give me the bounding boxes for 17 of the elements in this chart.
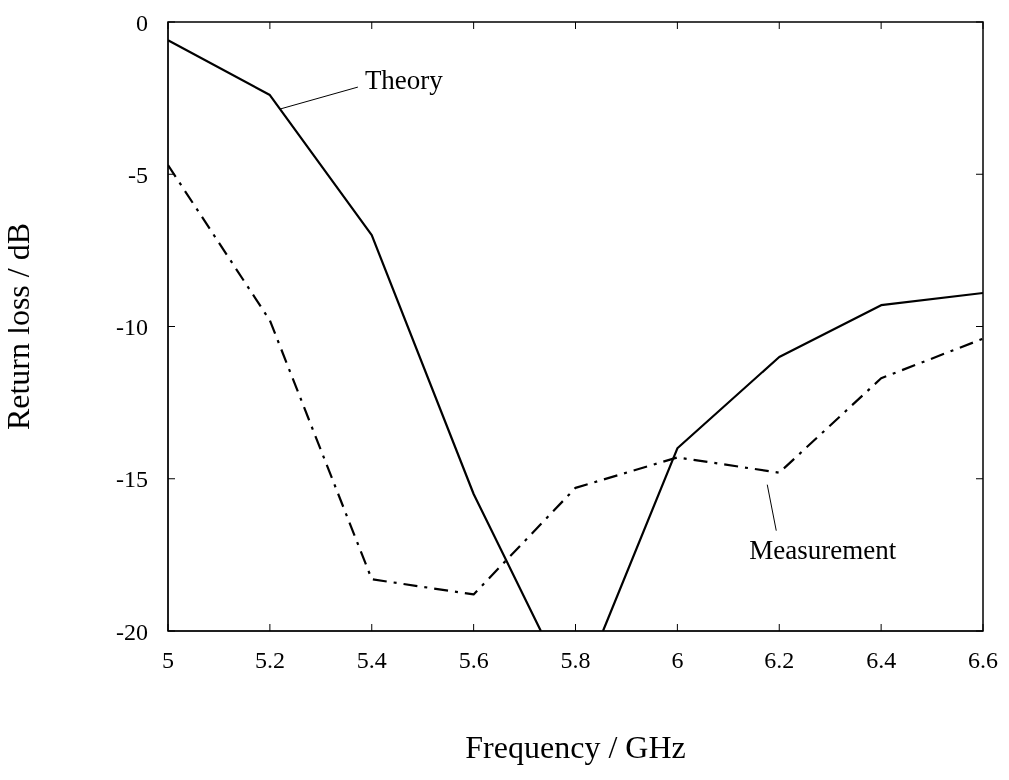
x-tick-label: 5.6 bbox=[458, 647, 489, 674]
x-tick-label: 5.2 bbox=[254, 647, 285, 674]
x-tick-label: 6.6 bbox=[968, 647, 998, 674]
x-tick-label: 5.8 bbox=[560, 647, 591, 674]
y-tick-label: 0 bbox=[136, 9, 148, 36]
y-tick-label: -15 bbox=[116, 466, 148, 493]
x-tick-label: 5.4 bbox=[356, 647, 387, 674]
y-tick-label: -10 bbox=[116, 314, 148, 341]
x-tick-label: 6 bbox=[671, 647, 684, 674]
y-tick-label: -20 bbox=[116, 618, 148, 645]
x-tick-label: 6.4 bbox=[866, 647, 897, 674]
y-tick-label: -5 bbox=[128, 161, 148, 188]
x-tick-label: 6.2 bbox=[764, 647, 795, 674]
text: Measurement bbox=[749, 534, 897, 565]
legend-label: Theory bbox=[364, 65, 444, 96]
x-axis-title: Frequency / GHz bbox=[465, 729, 686, 765]
x-tick-label: 5 bbox=[162, 647, 174, 674]
